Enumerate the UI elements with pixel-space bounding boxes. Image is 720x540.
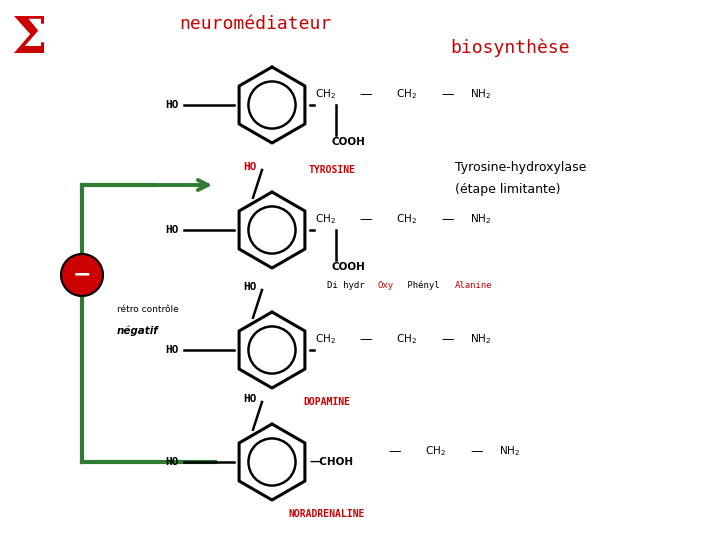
Text: NH$_2$: NH$_2$ xyxy=(470,332,491,346)
Text: Oxy: Oxy xyxy=(377,280,393,289)
Text: Di hydr: Di hydr xyxy=(327,280,364,289)
Text: COOH: COOH xyxy=(331,262,365,272)
Text: −: − xyxy=(73,264,91,284)
Text: NH$_2$: NH$_2$ xyxy=(470,87,491,101)
Text: —: — xyxy=(360,213,372,226)
Text: CH$_2$: CH$_2$ xyxy=(396,332,417,346)
Text: NH$_2$: NH$_2$ xyxy=(470,212,491,226)
Text: CH$_2$: CH$_2$ xyxy=(315,87,336,101)
Text: Phényl: Phényl xyxy=(402,280,440,290)
Text: NH$_2$: NH$_2$ xyxy=(499,444,520,458)
Text: (étape limitante): (étape limitante) xyxy=(455,184,560,197)
Circle shape xyxy=(61,254,103,296)
Text: COOH: COOH xyxy=(331,137,365,147)
Text: CH$_2$: CH$_2$ xyxy=(396,212,417,226)
Text: HO: HO xyxy=(166,457,179,467)
Text: HO: HO xyxy=(166,225,179,235)
Text: CH$_2$: CH$_2$ xyxy=(396,87,417,101)
Text: CH$_2$: CH$_2$ xyxy=(315,332,336,346)
Text: négatif: négatif xyxy=(117,325,158,335)
Text: HO: HO xyxy=(243,394,257,404)
Text: —: — xyxy=(442,333,454,346)
Text: HO: HO xyxy=(243,162,257,172)
Text: HO: HO xyxy=(166,100,179,110)
Text: NORADRENALINE: NORADRENALINE xyxy=(289,509,365,519)
Text: —CHOH: —CHOH xyxy=(310,457,354,467)
Text: —: — xyxy=(360,333,372,346)
Text: HO: HO xyxy=(166,345,179,355)
Text: —: — xyxy=(442,213,454,226)
Text: Tyrosine-hydroxylase: Tyrosine-hydroxylase xyxy=(455,161,586,174)
Text: Alanine: Alanine xyxy=(455,280,492,289)
Text: —: — xyxy=(442,88,454,101)
Text: TYROSINE: TYROSINE xyxy=(308,165,356,175)
Text: Σ: Σ xyxy=(12,15,48,64)
Text: DOPAMINE: DOPAMINE xyxy=(304,397,351,407)
Text: neuromédiateur: neuromédiateur xyxy=(179,15,331,33)
Text: biosynthèse: biosynthèse xyxy=(450,38,570,57)
Text: CH$_2$: CH$_2$ xyxy=(315,212,336,226)
Text: rétro contrôle: rétro contrôle xyxy=(117,305,179,314)
Text: HO: HO xyxy=(243,282,257,292)
Text: —: — xyxy=(360,88,372,101)
Text: —: — xyxy=(471,445,483,458)
Text: CH$_2$: CH$_2$ xyxy=(425,444,446,458)
Text: —: — xyxy=(389,445,401,458)
